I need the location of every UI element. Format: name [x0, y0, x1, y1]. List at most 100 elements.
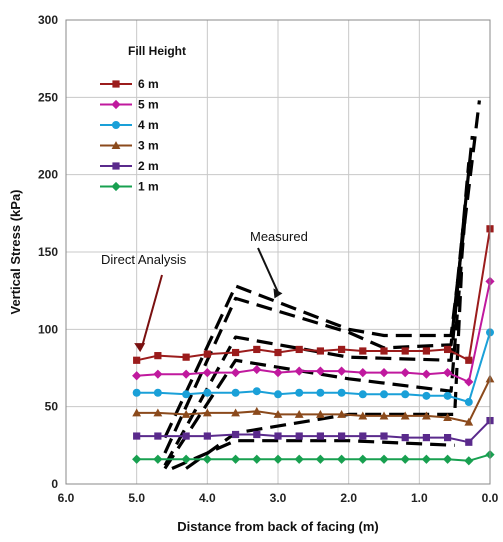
data-point [231, 388, 240, 397]
data-point [422, 391, 431, 400]
measured-line [163, 213, 467, 470]
data-point [181, 454, 191, 464]
data-point [359, 432, 367, 440]
x-tick-label: 3.0 [270, 491, 287, 505]
data-point [132, 371, 142, 381]
data-point [273, 410, 283, 418]
data-point [443, 454, 453, 464]
series-4-m [132, 328, 494, 407]
annotation-direct-analysis: Direct Analysis [101, 252, 187, 267]
legend-marker [111, 99, 121, 110]
data-point [380, 432, 388, 440]
plot-frame [65, 19, 491, 485]
legend-marker [112, 80, 120, 88]
legend-label: 1 m [138, 180, 159, 194]
data-point [133, 356, 141, 364]
data-point [444, 434, 452, 442]
data-point [338, 345, 346, 354]
data-point [132, 388, 141, 397]
data-point [358, 390, 367, 399]
data-point [203, 388, 212, 397]
data-point [443, 391, 452, 400]
y-tick-label: 300 [38, 13, 58, 27]
data-point [422, 411, 431, 420]
data-point [316, 388, 325, 397]
data-point [181, 369, 191, 379]
data-point [315, 366, 325, 376]
data-point [274, 390, 282, 399]
x-tick-label: 2.0 [340, 491, 357, 505]
data-point [464, 398, 473, 407]
legend-marker [112, 162, 120, 170]
y-tick-label: 50 [45, 400, 59, 414]
data-point [338, 432, 346, 440]
legend-entry: 5 m [100, 98, 159, 112]
data-point [421, 369, 431, 379]
legend-marker [112, 121, 120, 129]
data-point [252, 454, 262, 464]
data-point [182, 432, 190, 440]
data-point [252, 387, 261, 396]
data-point [202, 368, 212, 378]
data-point [153, 454, 163, 464]
data-point [253, 345, 261, 354]
data-point [316, 347, 324, 355]
data-point [316, 432, 324, 440]
y-axis-title: Vertical Stress (kPa) [8, 189, 23, 314]
data-point [231, 368, 241, 378]
y-tick-label: 0 [51, 477, 58, 491]
x-tick-label: 5.0 [128, 491, 145, 505]
data-point [422, 347, 430, 355]
series-1-m [132, 450, 495, 466]
data-point [465, 438, 473, 446]
data-point [400, 411, 410, 420]
data-point [358, 454, 368, 464]
legend-entry: 4 m [100, 118, 159, 132]
data-point [182, 390, 191, 399]
y-tick-label: 100 [38, 322, 58, 336]
legend-marker [111, 141, 121, 150]
x-tick-label: 0.0 [482, 491, 499, 505]
data-point [379, 411, 389, 420]
data-point [379, 368, 389, 378]
legend-label: 3 m [138, 139, 159, 153]
data-point [422, 434, 430, 442]
data-point [232, 430, 240, 439]
data-point [315, 454, 325, 464]
data-point [153, 408, 163, 417]
measured-line [163, 100, 481, 439]
series-5-m [132, 276, 495, 387]
data-point [295, 345, 303, 354]
data-point [274, 432, 282, 440]
data-point [202, 454, 212, 464]
legend-entry: 1 m [100, 180, 159, 194]
legend-label: 5 m [138, 98, 159, 112]
data-point [400, 368, 410, 378]
data-point [380, 390, 388, 399]
annotation-measured: Measured [250, 229, 308, 244]
x-tick-label: 1.0 [411, 491, 428, 505]
legend-label: 6 m [138, 77, 159, 91]
series-group [132, 225, 495, 466]
data-point [273, 368, 283, 378]
data-point [274, 348, 282, 357]
data-point [182, 353, 190, 361]
series-line [136, 332, 491, 404]
annotations: Direct Analysis Measured [101, 229, 308, 353]
data-point [443, 413, 452, 422]
measured-line [171, 439, 455, 470]
data-point [379, 454, 389, 464]
annotation-arrow [141, 274, 163, 347]
y-tick-label: 200 [38, 168, 58, 182]
y-tick-label: 150 [38, 245, 58, 259]
annotation-arrow [257, 247, 280, 294]
legend-entry: 3 m [100, 139, 159, 153]
data-point [337, 366, 347, 376]
data-point [401, 434, 409, 442]
series-6-m [133, 225, 494, 364]
data-point [464, 456, 474, 466]
data-point [421, 454, 431, 464]
legend-label: 4 m [138, 118, 159, 132]
data-point [295, 388, 304, 397]
